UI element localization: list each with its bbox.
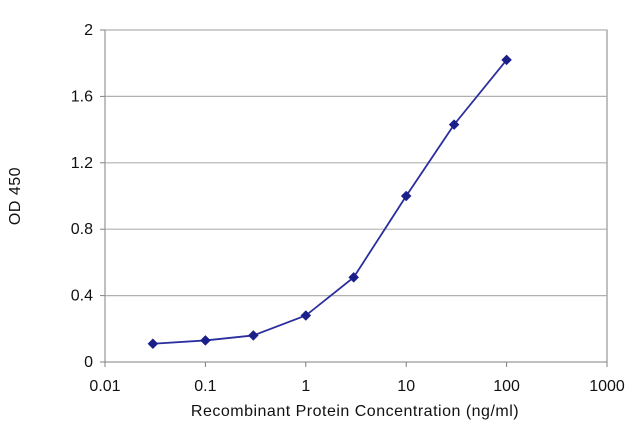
data-point-marker bbox=[200, 335, 211, 346]
y-tick-label: 0.4 bbox=[71, 288, 93, 305]
x-tick-label: 10 bbox=[397, 378, 415, 395]
y-tick-label: 1.2 bbox=[71, 155, 93, 172]
series-line bbox=[152, 59, 508, 345]
series-layer bbox=[147, 54, 512, 350]
x-tick-label: 100 bbox=[493, 378, 520, 395]
data-point-marker bbox=[300, 310, 312, 321]
y-axis-title: OD 450 bbox=[7, 167, 24, 225]
data-point-marker bbox=[501, 54, 512, 66]
y-tick-label: 0 bbox=[84, 354, 93, 371]
y-tick-label: 1.6 bbox=[71, 88, 93, 105]
x-tick-label: 0.01 bbox=[89, 378, 120, 395]
plot-border bbox=[104, 29, 608, 363]
gridlines bbox=[105, 29, 607, 297]
x-tick-label: 1000 bbox=[589, 378, 625, 395]
data-point-marker bbox=[348, 271, 360, 283]
y-tick-label: 0.8 bbox=[71, 221, 93, 238]
y-axis-ticks: 0 0.4 0.8 1.2 1.6 2 bbox=[71, 22, 105, 371]
data-point-marker bbox=[448, 119, 460, 130]
data-point-marker bbox=[147, 338, 159, 350]
x-tick-label: 0.1 bbox=[194, 378, 216, 395]
x-axis-ticks: 0.01 0.1 1 10 100 1000 bbox=[89, 362, 625, 395]
y-tick-label: 2 bbox=[84, 22, 93, 39]
x-axis-title: Recombinant Protein Concentration (ng/ml… bbox=[191, 403, 519, 420]
data-point-marker bbox=[247, 330, 259, 341]
plot-area bbox=[104, 29, 608, 363]
x-tick-label: 1 bbox=[301, 378, 310, 395]
data-point-marker bbox=[400, 190, 412, 202]
